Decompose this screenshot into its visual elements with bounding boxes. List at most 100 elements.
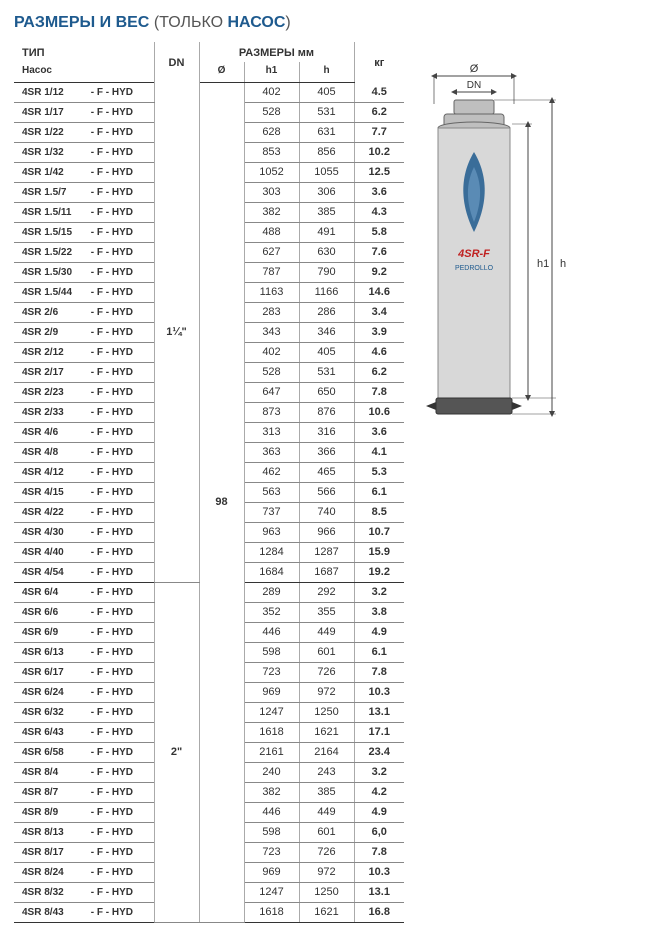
cell-h1: 627 xyxy=(244,242,299,262)
cell-kg: 10.7 xyxy=(354,522,404,542)
cell-h: 346 xyxy=(299,322,354,342)
cell-h: 1287 xyxy=(299,542,354,562)
hdr-kg: кг xyxy=(354,42,404,82)
cell-h1: 352 xyxy=(244,602,299,622)
cell-type: 4SR 4/8 - F - HYD xyxy=(14,442,154,462)
cell-h1: 283 xyxy=(244,302,299,322)
cell-type: 4SR 8/17 - F - HYD xyxy=(14,842,154,862)
cell-h: 243 xyxy=(299,762,354,782)
cell-h1: 723 xyxy=(244,662,299,682)
svg-text:PEDROLLO: PEDROLLO xyxy=(455,265,494,272)
cell-kg: 6.1 xyxy=(354,642,404,662)
cell-kg: 3.2 xyxy=(354,582,404,602)
cell-type: 4SR 6/43 - F - HYD xyxy=(14,722,154,742)
cell-kg: 4.6 xyxy=(354,342,404,362)
cell-dn: 2" xyxy=(154,582,199,922)
cell-h1: 446 xyxy=(244,802,299,822)
cell-h1: 563 xyxy=(244,482,299,502)
cell-h1: 402 xyxy=(244,82,299,102)
cell-h: 856 xyxy=(299,142,354,162)
cell-kg: 14.6 xyxy=(354,282,404,302)
cell-h1: 1052 xyxy=(244,162,299,182)
diagram-dn-label: DN xyxy=(467,80,481,91)
cell-kg: 17.1 xyxy=(354,722,404,742)
cell-type: 4SR 8/43 - F - HYD xyxy=(14,902,154,922)
cell-h: 1250 xyxy=(299,882,354,902)
cell-h: 449 xyxy=(299,622,354,642)
cell-h: 2164 xyxy=(299,742,354,762)
cell-type: 4SR 1.5/11 - F - HYD xyxy=(14,202,154,222)
cell-h: 1687 xyxy=(299,562,354,582)
cell-h1: 343 xyxy=(244,322,299,342)
cell-type: 4SR 6/17 - F - HYD xyxy=(14,662,154,682)
cell-h1: 873 xyxy=(244,402,299,422)
cell-kg: 10.2 xyxy=(354,142,404,162)
cell-h: 631 xyxy=(299,122,354,142)
cell-h1: 787 xyxy=(244,262,299,282)
cell-h: 286 xyxy=(299,302,354,322)
cell-type: 4SR 1/32 - F - HYD xyxy=(14,142,154,162)
cell-h: 972 xyxy=(299,682,354,702)
page-title: РАЗМЕРЫ И ВЕС (ТОЛЬКО НАСОС) xyxy=(14,14,641,32)
cell-type: 4SR 6/58 - F - HYD xyxy=(14,742,154,762)
cell-type: 4SR 2/17 - F - HYD xyxy=(14,362,154,382)
cell-type: 4SR 1.5/22 - F - HYD xyxy=(14,242,154,262)
cell-type: 4SR 4/40 - F - HYD xyxy=(14,542,154,562)
cell-h1: 598 xyxy=(244,642,299,662)
cell-h: 405 xyxy=(299,82,354,102)
cell-kg: 4.2 xyxy=(354,782,404,802)
cell-kg: 7.7 xyxy=(354,122,404,142)
hdr-h: h xyxy=(299,62,354,82)
hdr-h1: h1 xyxy=(244,62,299,82)
title-part2: (ТОЛЬКО xyxy=(154,14,223,31)
cell-type: 4SR 1/17 - F - HYD xyxy=(14,102,154,122)
cell-type: 4SR 2/12 - F - HYD xyxy=(14,342,154,362)
cell-h1: 528 xyxy=(244,102,299,122)
cell-kg: 6.1 xyxy=(354,482,404,502)
diagram-h-label: h xyxy=(560,258,566,270)
cell-type: 4SR 8/13 - F - HYD xyxy=(14,822,154,842)
cell-kg: 3.2 xyxy=(354,762,404,782)
cell-type: 4SR 6/9 - F - HYD xyxy=(14,622,154,642)
cell-type: 4SR 2/6 - F - HYD xyxy=(14,302,154,322)
cell-h: 531 xyxy=(299,362,354,382)
cell-h1: 382 xyxy=(244,782,299,802)
cell-type: 4SR 1/22 - F - HYD xyxy=(14,122,154,142)
cell-type: 4SR 4/15 - F - HYD xyxy=(14,482,154,502)
cell-h1: 1247 xyxy=(244,882,299,902)
cell-h1: 2161 xyxy=(244,742,299,762)
cell-h: 355 xyxy=(299,602,354,622)
cell-h: 601 xyxy=(299,822,354,842)
cell-h: 306 xyxy=(299,182,354,202)
cell-type: 4SR 2/23 - F - HYD xyxy=(14,382,154,402)
cell-h1: 1618 xyxy=(244,722,299,742)
svg-text:4SR-F: 4SR-F xyxy=(457,248,490,260)
cell-dn: 1¼" xyxy=(154,82,199,582)
cell-kg: 3.6 xyxy=(354,422,404,442)
cell-h1: 446 xyxy=(244,622,299,642)
cell-kg: 9.2 xyxy=(354,262,404,282)
cell-h: 405 xyxy=(299,342,354,362)
cell-h1: 969 xyxy=(244,862,299,882)
title-part3: НАСОС xyxy=(228,14,286,31)
cell-h: 385 xyxy=(299,202,354,222)
cell-h1: 1684 xyxy=(244,562,299,582)
cell-kg: 23.4 xyxy=(354,742,404,762)
cell-type: 4SR 6/13 - F - HYD xyxy=(14,642,154,662)
hdr-dn: DN xyxy=(154,42,199,82)
cell-h: 972 xyxy=(299,862,354,882)
cell-h1: 402 xyxy=(244,342,299,362)
cell-h1: 969 xyxy=(244,682,299,702)
cell-kg: 4.3 xyxy=(354,202,404,222)
cell-kg: 7.8 xyxy=(354,382,404,402)
cell-kg: 5.8 xyxy=(354,222,404,242)
cell-kg: 4.9 xyxy=(354,622,404,642)
cell-kg: 8.5 xyxy=(354,502,404,522)
cell-h: 966 xyxy=(299,522,354,542)
cell-h1: 723 xyxy=(244,842,299,862)
cell-h: 1621 xyxy=(299,902,354,922)
title-part4: ) xyxy=(285,14,290,31)
cell-type: 4SR 1.5/7 - F - HYD xyxy=(14,182,154,202)
cell-h1: 853 xyxy=(244,142,299,162)
cell-h1: 382 xyxy=(244,202,299,222)
